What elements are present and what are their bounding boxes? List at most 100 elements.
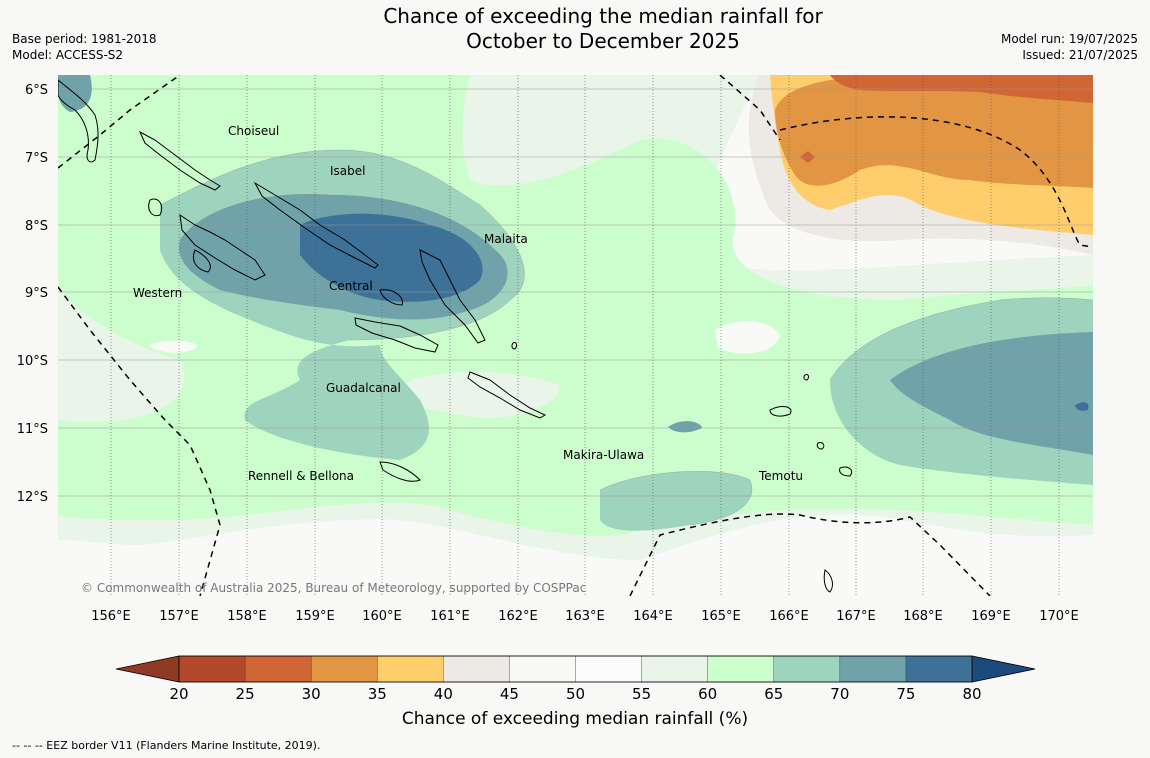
region-30-35 [775,77,1093,188]
patch-70-75 [668,421,702,433]
title-line-1: Chance of exceeding the median rainfall … [383,4,823,28]
map-area: Choiseul Isabel Malaita Western Central … [58,75,1093,596]
colorbar-segment [377,655,445,683]
province-label-malaita: Malaita [484,232,528,246]
islands [58,79,853,593]
lon-label: 161°E [430,609,470,624]
lon-label: 157°E [159,609,199,624]
colorbar-tick-label: 20 [169,685,188,703]
colorbar-tick-label: 35 [368,685,387,703]
colorbar-segment [839,655,907,683]
lon-label: 169°E [971,609,1011,624]
island-south [823,569,833,593]
island-small1 [816,442,825,450]
colorbar-label: Chance of exceeding median rainfall (%) [401,709,749,729]
province-label-makira-ulawa: Makira-Ulawa [563,448,644,462]
island-nendo [769,406,792,417]
colorbar-segment [905,655,973,683]
island-choiseul [138,130,221,191]
island-malaita [419,249,486,344]
colorbar: 20 25 30 35 40 45 50 55 60 65 70 75 80 [115,655,1036,703]
island-rendova [193,249,211,273]
colorbar-tick-label: 60 [698,685,717,703]
colorbar-segment [310,655,378,683]
province-label-central: Central [329,279,373,293]
longitude-labels: 156°E 157°E 158°E 159°E 160°E 161°E 162°… [91,609,1079,624]
province-label-guadalcanal: Guadalcanal [326,381,401,395]
lat-label: 10°S [17,354,48,369]
copyright-text: © Commonwealth of Australia 2025, Bureau… [81,581,586,595]
colorbar-segment [641,655,709,683]
issued-date: Issued: 21/07/2025 [1022,48,1138,62]
latitude-labels: 6°S 7°S 8°S 9°S 10°S 11°S 12°S [17,83,48,505]
colorbar-tick-label: 55 [632,685,651,703]
island-florida [379,289,404,306]
region-70-75-east [890,332,1093,455]
colorbar-segment [509,655,577,683]
meta-right: Model run: 19/07/2025 Issued: 21/07/2025 [1001,31,1138,63]
colorbar-tick-label: 75 [896,685,915,703]
colorbar-segment [443,655,511,683]
colorbar-tick-label: 50 [566,685,585,703]
colorbar-segment [178,655,246,683]
province-label-temotu: Temotu [758,469,803,483]
patch-50 [148,340,198,353]
island-small2 [803,374,809,381]
colorbar-segment [707,655,775,683]
lon-label: 168°E [903,609,943,624]
colorbar-tick-label: 25 [236,685,255,703]
latitude-gridlines [58,88,1093,497]
province-label-choiseul: Choiseul [228,124,279,138]
island-bougainville [58,79,99,163]
colorbar-segments [178,655,973,683]
patch-75-80-east [1075,402,1089,411]
colorbar-tick-label: 70 [830,685,849,703]
island-isabel [253,181,379,269]
colorbar-tick-label: 45 [500,685,519,703]
model-name: Model: ACCESS-S2 [12,48,124,62]
island-vanikoro [839,466,853,477]
lat-label: 8°S [25,219,48,234]
island-guadalcanal [354,317,439,353]
island-makira [467,371,547,419]
region-75-80 [300,213,483,302]
map-title: Chance of exceeding the median rainfall … [300,4,906,54]
province-label-western: Western [133,286,182,300]
lon-label: 158°E [227,609,267,624]
colorbar-tick-label: 40 [434,685,453,703]
colorbar-extend-low [115,655,180,683]
meta-left: Base period: 1981-2018 Model: ACCESS-S2 [12,31,157,63]
colorbar-extend-high [971,655,1036,683]
lat-label: 11°S [17,422,48,437]
colorbar-segment [575,655,643,683]
lat-label: 7°S [25,151,48,166]
lon-label: 163°E [565,609,605,624]
colorbar-tick-label: 80 [962,685,981,703]
title-line-2: October to December 2025 [466,29,740,53]
colorbar-segment [773,655,841,683]
eez-note: -- -- -- EEZ border V11 (Flanders Marine… [12,739,321,752]
island-vellalavella [148,198,163,217]
patch-55-60 [398,371,560,419]
lon-label: 160°E [362,609,402,624]
island-newgeorgia [179,213,266,281]
lon-label: 156°E [91,609,131,624]
colorbar-ticks: 20 25 30 35 40 45 50 55 60 65 70 75 80 [169,685,981,703]
colorbar-segment [244,655,312,683]
colorbar-tick-label: 30 [302,685,321,703]
lon-label: 167°E [836,609,876,624]
eez-border [58,75,1093,596]
lon-label: 164°E [633,609,673,624]
region-65-70-south [600,471,752,531]
lon-label: 159°E [295,609,335,624]
island-small3 [511,342,517,350]
lon-label: 166°E [769,609,809,624]
lon-label: 162°E [498,609,538,624]
lat-label: 12°S [17,490,48,505]
province-label-rennell-bellona: Rennell & Bellona [248,469,354,483]
colorbar-frame [178,655,973,683]
lat-label: 9°S [25,286,48,301]
patch-50b [715,320,780,354]
model-run: Model run: 19/07/2025 [1000,32,1138,46]
colorbar-tick-label: 65 [764,685,783,703]
